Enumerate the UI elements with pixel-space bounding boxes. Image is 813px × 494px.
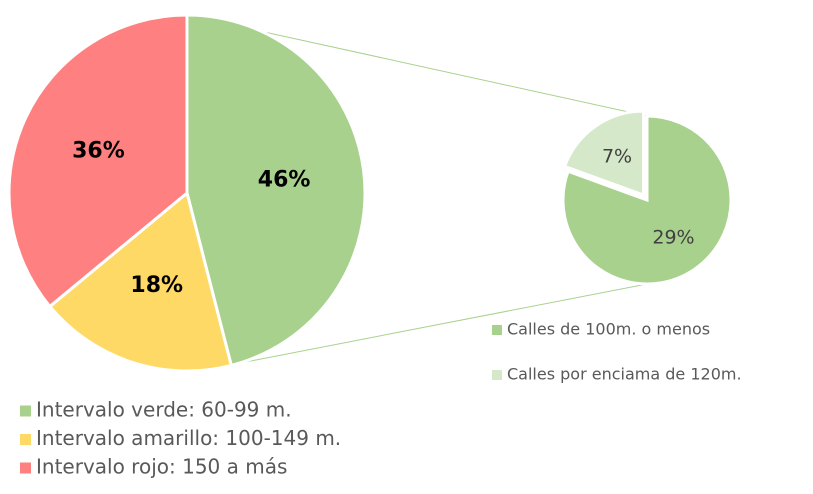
pie-slice: [7, 13, 189, 309]
pie-slice: [561, 114, 733, 286]
legend-label: Calles de 100m. o menos: [507, 320, 710, 339]
legend-label: Calles por enciama de 120m.: [507, 365, 742, 384]
data-label: 7%: [602, 146, 632, 168]
data-label: 29%: [652, 226, 694, 248]
pie-slice: [562, 109, 646, 198]
data-label: 46%: [258, 168, 311, 193]
legend-swatch: [492, 370, 502, 380]
connector-line: [229, 283, 648, 366]
legend-label: Intervalo verde: 60-99 m.: [36, 398, 292, 422]
pie-slice: [47, 190, 234, 373]
legend-label: Intervalo amarillo: 100-149 m.: [36, 426, 341, 450]
legend-swatch: [20, 434, 31, 445]
data-label: 36%: [72, 138, 125, 163]
legend-swatch: [20, 405, 31, 417]
legend-swatch: [492, 325, 502, 335]
data-label: 18%: [130, 273, 183, 298]
legend-swatch: [20, 462, 31, 474]
pie-slice: [185, 13, 367, 368]
legend-label: Intervalo rojo: 150 a más: [36, 455, 287, 479]
